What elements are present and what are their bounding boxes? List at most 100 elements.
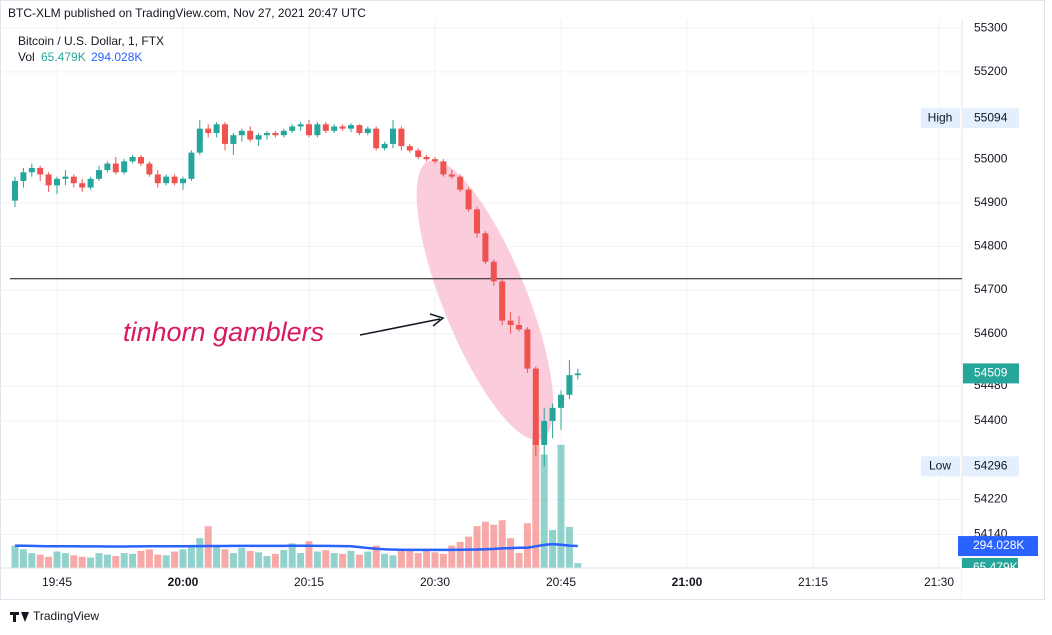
x-tick-label: 20:00 [168,575,199,589]
candle-body [96,170,102,179]
volume-bar [137,550,145,568]
volume-bar [481,521,489,568]
volume-bar [28,553,36,568]
volume-bar [381,553,389,568]
volume-value: 65.479K [41,50,86,64]
annotation: tinhorn gamblers [123,317,324,347]
volume-bar [540,454,548,568]
candle-body [45,174,52,186]
axis-labels: 5530055200550005490054800547005460054480… [42,20,1044,599]
candle-body [146,163,153,175]
y-tick-label: 55000 [974,151,1008,165]
candle-body [213,124,220,134]
volume-bar [465,536,473,568]
candle-body [322,124,329,131]
volume-bar [507,538,515,568]
candle-body [272,133,279,136]
candle-body [448,174,455,177]
candle-body [549,407,556,421]
volume-bar [372,545,380,568]
volume-bar [498,520,506,568]
y-tick-label: 54600 [974,326,1008,340]
volume-bar [271,553,279,568]
highlight-ellipse [416,160,554,440]
y-tick-label: 55300 [974,20,1008,34]
x-tick-label: 21:00 [672,575,703,589]
volume-bar [364,551,372,568]
volume-legend: Vol [18,50,35,64]
volume-bar [171,551,179,568]
volume-bar [179,549,187,568]
volume-bar [313,551,321,568]
volume-bar [154,554,162,568]
logo [10,612,29,622]
candle-body [406,146,413,151]
volume-bar [221,549,229,568]
candle-body [171,176,178,184]
grid [1,20,962,568]
volume-bar [549,529,557,568]
volume-bar [129,553,137,568]
candle-body [247,130,254,140]
volume-bar [322,550,330,568]
candle-body [163,176,170,184]
candle-body [306,124,312,136]
volume-bar [288,543,296,568]
candle-body [331,126,338,131]
candle-body [54,178,60,186]
volume-bar [389,555,397,568]
x-tick-label: 21:15 [798,575,828,589]
volume-bar [473,526,481,568]
badge-bg [963,363,1019,384]
badge-value: 54509 [974,366,1008,380]
header: BTC-XLM published on TradingView.com, No… [8,6,366,20]
y-tick-label: 54700 [974,282,1008,296]
candle-body [516,324,522,330]
candle-body [398,128,405,147]
volume-bar [355,554,363,568]
volume-bar [448,545,456,568]
candle-body [364,128,371,134]
candle-body [541,420,548,445]
volume-bar [339,553,347,568]
candle-body [180,178,186,184]
badge-value: 54296 [974,459,1008,473]
candle-body [121,161,128,173]
badge-bg [963,456,1019,477]
volume-bar [87,557,95,568]
badge-bg [963,108,1019,129]
footer: TradingView [33,609,99,623]
y-tick-label: 54220 [974,492,1008,506]
volume-bar [490,524,498,568]
candle-body [264,133,270,136]
candle-body [289,126,296,131]
volume-bar [61,553,69,568]
candle-body [440,161,447,175]
volume-bar [95,553,103,568]
volume-bar [565,526,573,568]
volume-bar [11,545,19,568]
badge-label: High [928,110,953,124]
volume-bar [238,547,246,568]
volume-bar [557,444,565,568]
volume-bar [523,523,531,568]
y-tick-label: 54800 [974,239,1008,253]
badge-bg [921,456,960,477]
volume-bar [36,554,44,568]
candle-body [457,176,464,190]
chart-title: Bitcoin / U.S. Dollar, 1, FTX [18,34,164,48]
x-tick-label: 20:30 [420,575,450,589]
volume-bar [213,545,221,568]
candle-body [482,233,489,262]
badge-value: 55094 [974,110,1008,124]
volume-bar [196,538,204,568]
candle-body [566,375,573,395]
volume-bar [19,549,27,568]
volume-bar [263,556,271,568]
candle-body [314,124,321,136]
volume-bar [187,545,195,568]
candle-body [37,167,44,175]
candle-body [28,167,35,173]
